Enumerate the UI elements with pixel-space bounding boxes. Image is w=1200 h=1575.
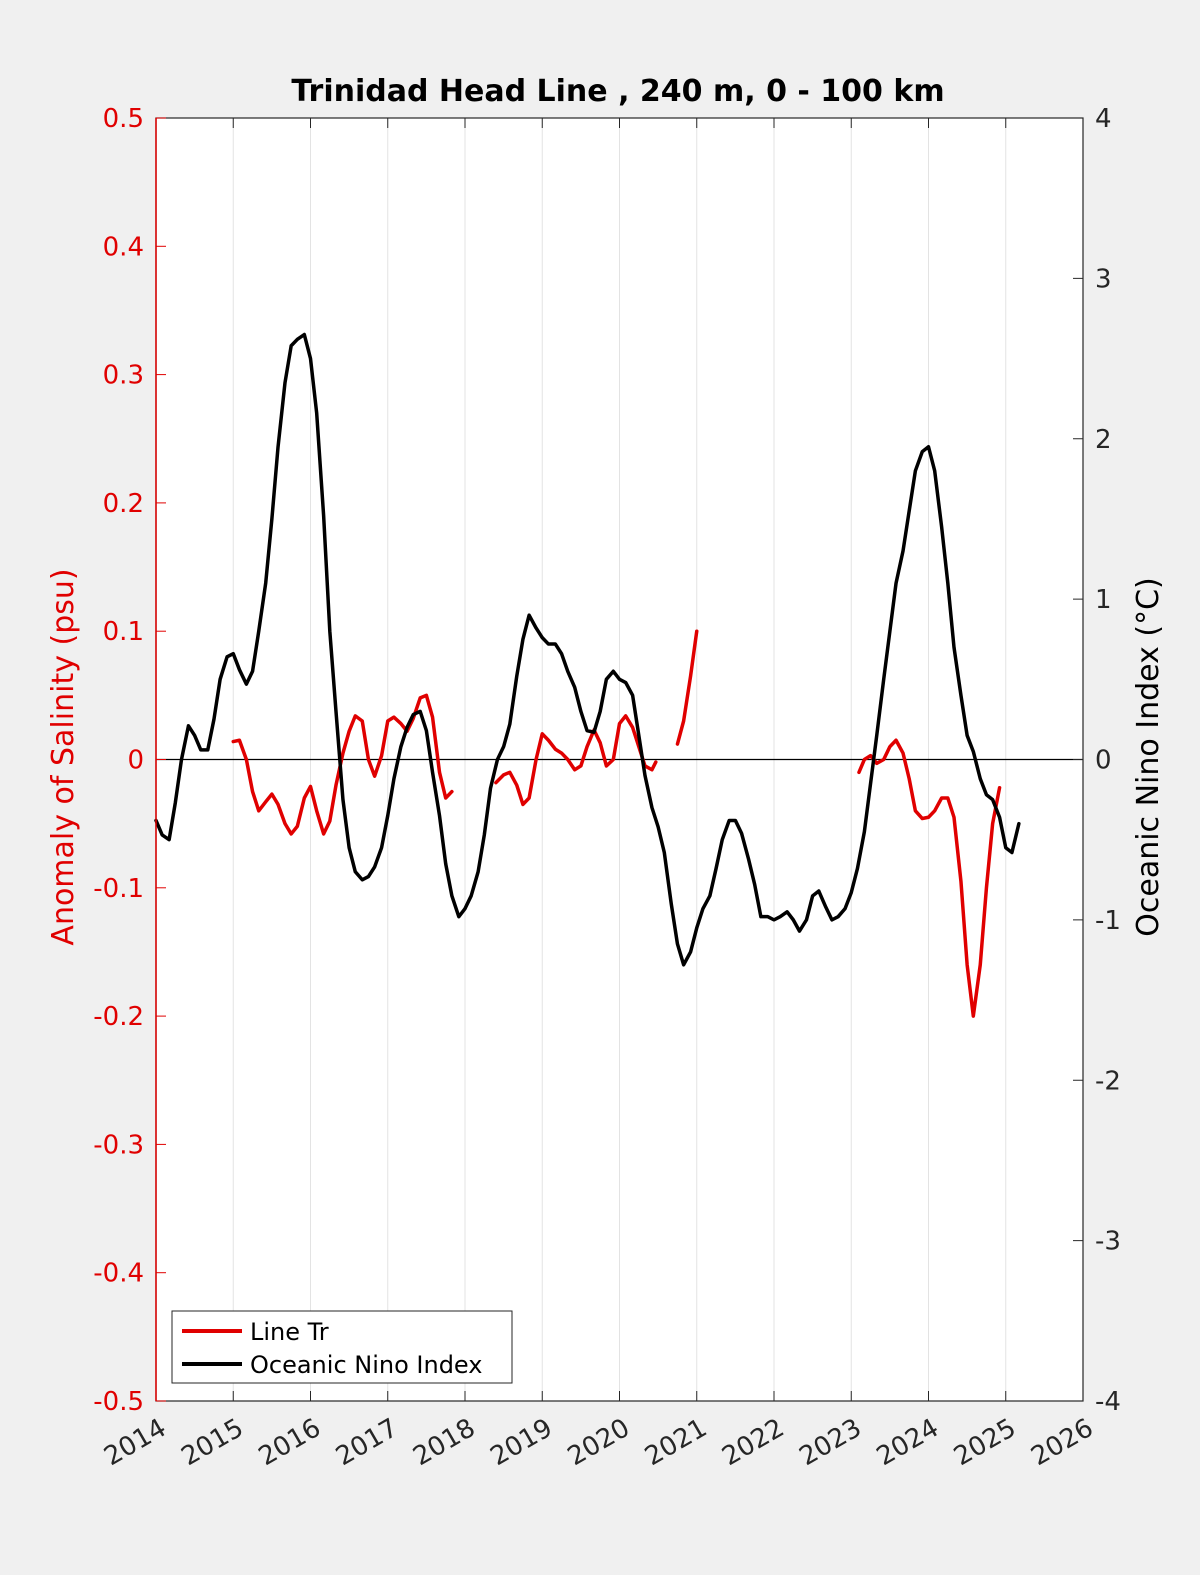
y-right-tick-label: 3 [1095,264,1112,294]
y-left-tick-label: 0.5 [103,104,144,134]
y-left-tick-label: -0.5 [93,1387,144,1417]
y-left-tick-label: 0.1 [103,617,144,647]
y-left-tick-label: 0.2 [103,489,144,519]
y-left-tick-label: 0.4 [103,232,144,262]
salinity-series-line [675,629,699,746]
y-right-tick-label: -1 [1095,906,1121,936]
y-left-axis-title: Anomaly of Salinity (psu) [46,568,81,945]
y-left-tick-label: 0.3 [103,361,144,391]
legend: Line Tr Oceanic Nino Index [171,1310,513,1384]
y-right-tick-label: -4 [1095,1387,1121,1417]
salinity-series-line [857,738,1002,1018]
oni-series-line [154,332,1021,967]
legend-label-oni: Oceanic Nino Index [250,1351,482,1379]
y-right-axis: -4 -3 -2 -1 0 1 2 3 4 [1073,104,1121,1417]
y-left-tick-label: -0.3 [93,1130,144,1160]
chart-title: Trinidad Head Line , 240 m, 0 - 100 km [291,74,944,109]
series-layer [154,332,1021,1018]
y-left-tick-label: 0 [127,746,144,776]
y-right-tick-label: 1 [1095,585,1112,615]
legend-box [171,1310,513,1384]
y-right-tick-label: -2 [1095,1066,1121,1096]
y-left-axis: -0.5 -0.4 -0.3 -0.2 -0.1 0 0.1 0.2 0.3 0.4 0.5 [93,104,166,1417]
legend-label-line-tr: Line Tr [250,1318,329,1346]
y-left-tick-label: -0.1 [93,874,144,904]
y-right-tick-label: -3 [1095,1227,1121,1257]
y-right-tick-label: 4 [1095,104,1112,134]
y-left-tick-label: -0.2 [93,1002,144,1032]
salinity-series-line [494,714,658,807]
y-right-tick-label: 0 [1095,746,1112,776]
y-right-tick-label: 2 [1095,425,1112,455]
y-left-tick-label: -0.4 [93,1259,144,1289]
y-right-axis-title: Oceanic Nino Index (°C) [1131,577,1166,937]
